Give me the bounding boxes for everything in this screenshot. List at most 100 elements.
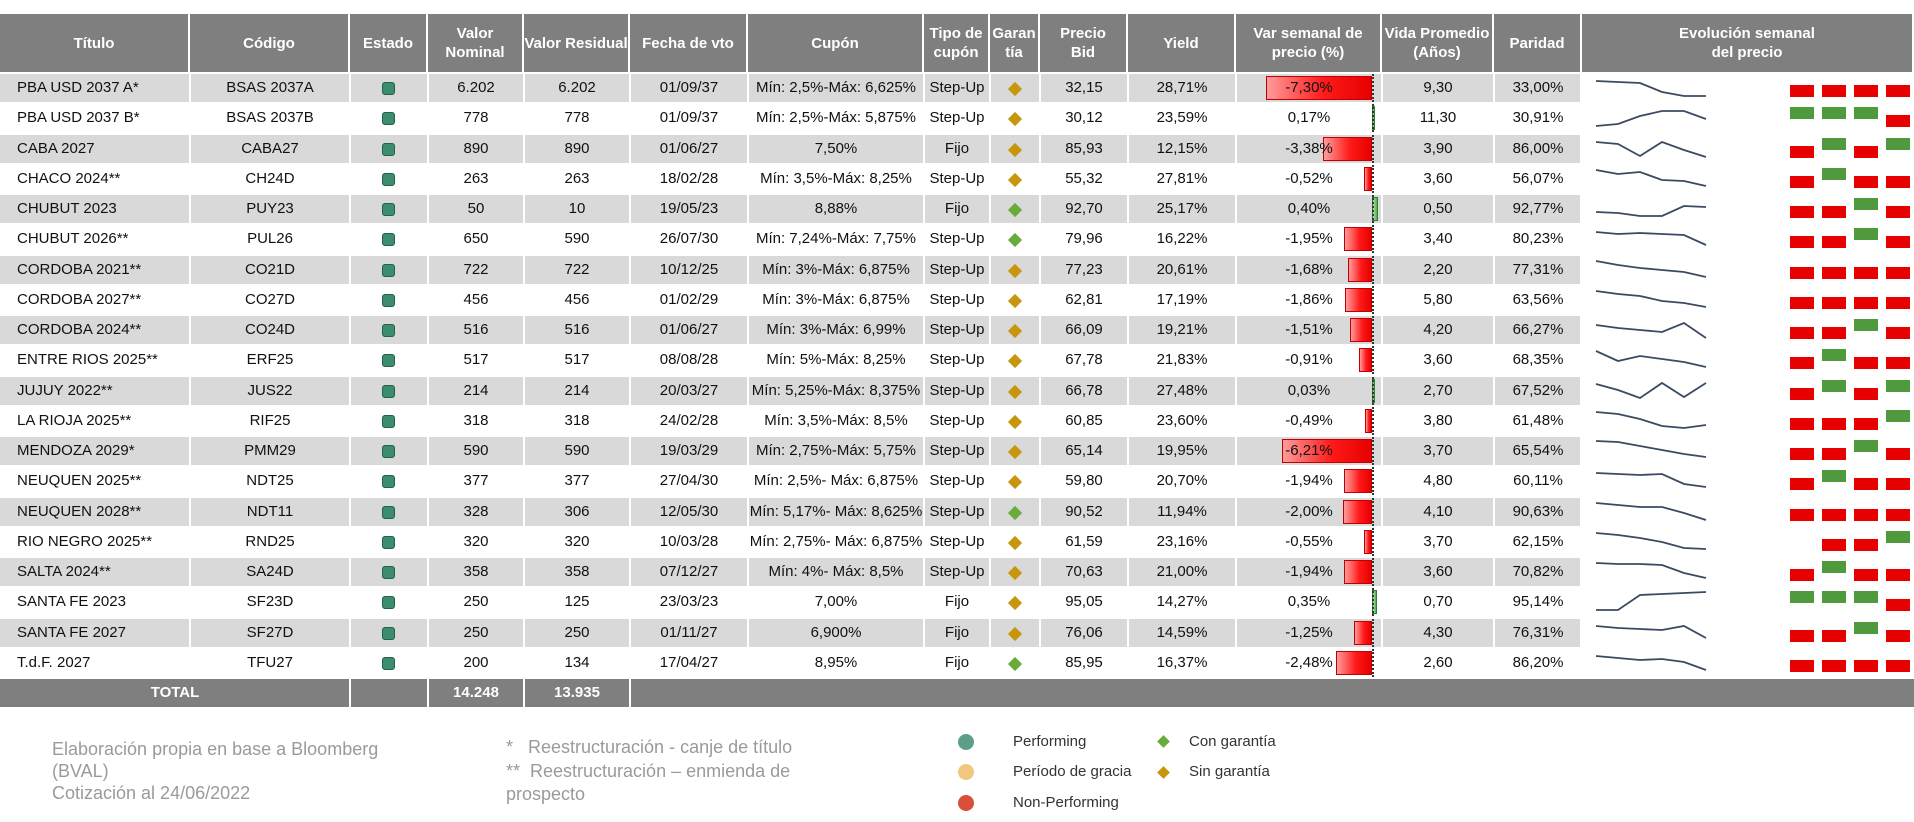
var-zero-line — [1372, 104, 1374, 132]
nominal-value: 377 — [463, 472, 489, 489]
bid-price: 66,78 — [1065, 382, 1103, 399]
residual-value: 377 — [564, 472, 590, 489]
sparkline-path — [1595, 205, 1707, 217]
weekly-down-marker — [1886, 85, 1910, 97]
var-bar — [1343, 469, 1372, 493]
var-zero-line — [1372, 498, 1374, 526]
nominal-value: 590 — [463, 442, 489, 459]
price-sparkline — [1595, 321, 1707, 339]
maturity-date: 01/11/27 — [660, 624, 718, 641]
var-zero-line — [1372, 558, 1374, 586]
coupon: 8,88% — [814, 200, 858, 217]
table-row — [0, 346, 1580, 374]
table-row — [0, 104, 1580, 132]
bond-code: BSAS 2037B — [226, 109, 314, 126]
weekly-price-change: -1,51% — [1285, 321, 1333, 338]
bond-title: RIO NEGRO 2025** — [17, 533, 153, 550]
weekly-down-marker — [1886, 478, 1910, 490]
source-line-3: Cotización al 24/06/2022 — [52, 783, 251, 803]
maturity-date: 08/08/28 — [659, 351, 719, 368]
table-row — [0, 619, 1580, 647]
column-divider — [523, 72, 525, 672]
sparkline-path — [1595, 532, 1707, 550]
var-bar — [1336, 651, 1372, 675]
weekly-down-marker — [1822, 660, 1846, 672]
status-performing-icon — [382, 233, 395, 246]
var-zero-line — [1372, 286, 1374, 314]
bid-price: 92,70 — [1065, 200, 1103, 217]
nominal-value: 6.202 — [457, 79, 495, 96]
weekly-down-marker — [1854, 357, 1878, 369]
column-divider — [1381, 72, 1383, 672]
maturity-date: 07/12/27 — [659, 563, 719, 580]
coupon: 7,50% — [814, 140, 858, 157]
nominal-value: 358 — [463, 563, 489, 580]
total-divider — [349, 679, 351, 707]
parity: 70,82% — [1512, 563, 1564, 580]
weekly-up-marker — [1854, 440, 1878, 452]
weekly-price-change: -2,00% — [1285, 503, 1333, 520]
residual-value: 590 — [564, 230, 590, 247]
bid-price: 90,52 — [1065, 503, 1103, 520]
yield: 14,27% — [1156, 593, 1208, 610]
yield: 20,61% — [1156, 261, 1208, 278]
sparkline-path — [1595, 80, 1706, 97]
average-life: 4,10 — [1423, 503, 1453, 520]
residual-value: 516 — [564, 321, 590, 338]
maturity-date: 20/03/27 — [659, 382, 719, 399]
bond-code: BSAS 2037A — [226, 79, 314, 96]
sparkline-path — [1595, 655, 1707, 671]
weekly-down-marker — [1854, 509, 1878, 521]
price-sparkline — [1595, 231, 1707, 246]
weekly-down-marker — [1854, 297, 1878, 309]
bond-code: RND25 — [245, 533, 295, 550]
weekly-down-marker — [1822, 85, 1846, 97]
nominal-value: 50 — [467, 200, 485, 217]
parity: 56,07% — [1512, 170, 1564, 187]
parity: 33,00% — [1512, 79, 1564, 96]
coupon-type: Step-Up — [929, 321, 985, 338]
average-life: 3,70 — [1423, 442, 1453, 459]
table-row — [0, 467, 1580, 495]
weekly-down-marker — [1822, 418, 1846, 430]
coupon-type: Step-Up — [929, 291, 985, 308]
yield: 27,48% — [1156, 382, 1208, 399]
sparkline-path — [1595, 440, 1707, 458]
bid-price: 62,81 — [1065, 291, 1103, 308]
header-cupon: Cupón — [748, 14, 924, 72]
bond-code: CO24D — [244, 321, 296, 338]
coupon-type: Fijo — [944, 200, 970, 217]
coupon-type: Step-Up — [929, 472, 985, 489]
yield: 17,19% — [1156, 291, 1208, 308]
bond-title: JUJUY 2022** — [17, 382, 113, 399]
status-performing-icon — [382, 143, 395, 156]
table-row — [0, 286, 1580, 314]
non-performing-legend-icon — [958, 795, 974, 811]
parity: 77,31% — [1512, 261, 1564, 278]
maturity-date: 01/02/29 — [659, 291, 719, 308]
weekly-up-marker — [1854, 622, 1878, 634]
price-sparkline — [1595, 562, 1707, 579]
column-divider — [923, 72, 925, 672]
bond-title: CHUBUT 2023 — [17, 200, 117, 217]
maturity-date: 10/12/25 — [659, 261, 719, 278]
coupon: Mín: 3%-Máx: 6,99% — [766, 321, 906, 338]
var-zero-line — [1372, 649, 1374, 677]
weekly-price-change: -3,38% — [1285, 140, 1333, 157]
var-zero-line — [1372, 467, 1374, 495]
bond-code: PUY23 — [246, 200, 294, 217]
parity: 62,15% — [1512, 533, 1564, 550]
total-divider — [427, 679, 429, 707]
yield: 28,71% — [1156, 79, 1208, 96]
yield: 12,15% — [1156, 140, 1208, 157]
average-life: 4,30 — [1423, 624, 1453, 641]
weekly-down-marker — [1854, 388, 1878, 400]
bond-title: SANTA FE 2023 — [17, 593, 126, 610]
bond-code: CABA27 — [241, 140, 299, 157]
parity: 80,23% — [1512, 230, 1564, 247]
sparkline-path — [1595, 502, 1707, 521]
weekly-up-marker — [1854, 319, 1878, 331]
weekly-price-change: 0,17% — [1287, 109, 1331, 126]
parity: 61,48% — [1512, 412, 1564, 429]
yield: 23,60% — [1156, 412, 1208, 429]
